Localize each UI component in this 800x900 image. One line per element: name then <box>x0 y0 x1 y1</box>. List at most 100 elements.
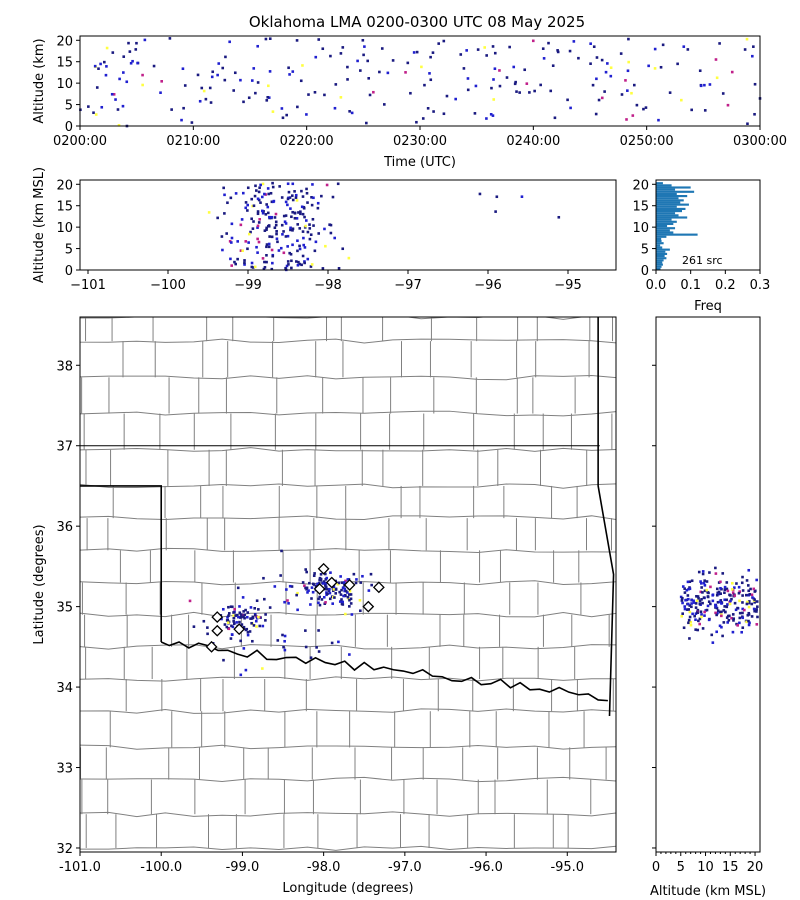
source-point <box>246 631 250 634</box>
source-point <box>415 120 418 124</box>
source-point <box>348 653 351 656</box>
source-point <box>755 578 758 582</box>
source-point <box>278 185 281 188</box>
source-point <box>703 610 706 614</box>
source-point <box>703 589 707 593</box>
source-point <box>233 607 236 611</box>
histogram-bar <box>656 233 698 236</box>
source-point <box>274 212 278 216</box>
source-point <box>283 648 287 652</box>
source-point <box>244 201 248 204</box>
source-point <box>252 67 256 70</box>
source-point <box>738 621 741 625</box>
altitude-latitude-panel: 0 5 10 15 20 Altitude (km MSL) <box>650 316 766 899</box>
source-point <box>289 207 292 210</box>
source-point <box>228 40 231 44</box>
source-point <box>753 112 756 116</box>
source-point <box>688 587 692 591</box>
longitude-axis-tick-label: -99.0 <box>226 860 260 875</box>
source-point <box>320 598 324 601</box>
source-point <box>270 215 274 219</box>
source-point <box>370 583 373 587</box>
source-point <box>715 587 719 591</box>
source-point <box>294 193 298 197</box>
source-point <box>743 608 746 612</box>
source-point <box>498 69 501 72</box>
source-point <box>657 118 660 122</box>
source-point <box>127 41 130 45</box>
source-point <box>235 613 239 617</box>
source-point <box>252 220 255 223</box>
source-point <box>738 590 741 593</box>
source-point <box>307 93 310 96</box>
source-point <box>299 210 302 213</box>
source-point <box>249 606 253 609</box>
source-point <box>700 598 703 601</box>
source-point <box>725 616 729 619</box>
lma-station-marker <box>211 624 224 637</box>
source-point <box>253 607 257 610</box>
altitude-axis-tick-label: 20 <box>747 860 764 875</box>
source-point <box>261 182 265 186</box>
source-point <box>226 616 229 619</box>
source-point <box>223 193 226 197</box>
source-point <box>238 620 241 624</box>
source-point <box>525 82 529 85</box>
source-point <box>367 589 371 592</box>
source-point <box>690 108 693 112</box>
source-point <box>271 110 275 113</box>
source-point <box>627 37 630 41</box>
source-point <box>256 226 259 229</box>
source-point <box>300 263 303 267</box>
source-point <box>281 116 285 120</box>
county-border <box>80 611 616 618</box>
source-point <box>647 64 650 68</box>
source-point <box>231 625 235 629</box>
histogram-bar <box>656 227 676 230</box>
source-point <box>750 615 754 618</box>
source-point <box>239 639 242 643</box>
county-border <box>80 676 616 682</box>
source-point <box>725 598 728 602</box>
source-point <box>308 227 312 230</box>
longitude-axis-tick-label: -96.0 <box>469 860 503 875</box>
source-point <box>286 197 290 201</box>
county-border <box>80 375 616 381</box>
source-point <box>730 70 734 74</box>
source-point <box>372 90 375 94</box>
source-point <box>250 261 254 265</box>
source-point <box>344 589 348 593</box>
source-point <box>241 596 245 599</box>
source-point <box>542 57 546 60</box>
source-point <box>291 210 294 214</box>
source-point <box>740 630 743 634</box>
source-point <box>722 609 726 612</box>
source-point <box>731 591 735 595</box>
source-point <box>256 210 260 213</box>
source-point <box>296 608 299 612</box>
source-point <box>304 224 307 228</box>
altitude-axis-tick-label: 10 <box>697 860 714 875</box>
source-point <box>302 236 305 240</box>
source-point <box>223 78 227 82</box>
source-point <box>313 90 317 94</box>
source-point <box>316 582 319 586</box>
histogram-bar <box>656 201 681 204</box>
source-point <box>354 581 358 585</box>
source-point <box>286 234 290 238</box>
source-point <box>314 584 318 588</box>
source-point <box>339 575 342 578</box>
source-point <box>318 578 321 582</box>
source-point <box>626 69 630 73</box>
source-point <box>275 237 279 241</box>
histogram-x-axis-tick-label: 0.1 <box>680 278 701 293</box>
source-point <box>421 117 425 120</box>
source-point <box>295 593 298 597</box>
source-point <box>141 73 144 77</box>
source-point <box>490 86 493 90</box>
source-point <box>725 587 729 591</box>
source-point <box>244 628 248 632</box>
source-point <box>686 594 690 597</box>
source-point <box>687 587 690 591</box>
source-point <box>310 263 314 266</box>
